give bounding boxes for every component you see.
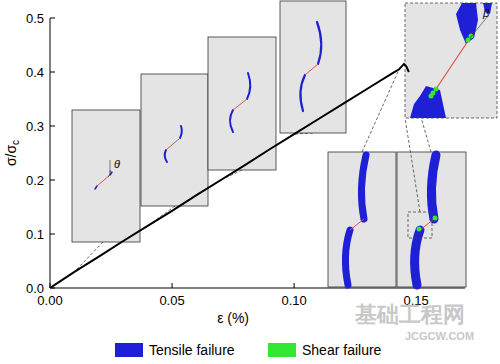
shear-crack (417, 227, 422, 232)
shear-crack (466, 38, 471, 43)
tensile-crack (165, 150, 167, 162)
zoom-connector (405, 118, 420, 212)
beta-label: β (482, 7, 490, 19)
stress-strain-line (50, 64, 409, 288)
legend-swatch (115, 343, 143, 357)
y-tick (50, 234, 55, 235)
y-axis (50, 18, 51, 288)
flaw (305, 64, 318, 75)
x-axis (50, 288, 465, 289)
theta-label: θ (114, 158, 120, 170)
chart: 0.000.050.100.150.00.10.20.30.40.5ε (%)σ… (0, 0, 500, 364)
y-tick (50, 72, 55, 73)
y-label-sub: c (10, 140, 21, 145)
tensile-crack (95, 186, 97, 189)
y-tick (50, 180, 55, 181)
tensile-crack (456, 3, 478, 44)
angle-ref (470, 16, 488, 38)
flaw (233, 99, 247, 110)
inset-frame (208, 37, 276, 170)
y-tick-label: 0.1 (26, 227, 44, 242)
inset-frame (280, 1, 346, 133)
tensile-crack (230, 110, 233, 132)
inset-frame (141, 74, 208, 206)
y-tick-label: 0.4 (26, 65, 44, 80)
inset-frame (72, 110, 140, 242)
shear-crack (429, 94, 434, 99)
watermark: 基础工程网 (354, 302, 465, 327)
flaw (166, 138, 180, 150)
y-tick (50, 18, 55, 19)
plot-area (50, 64, 409, 288)
legend-label: Tensile failure (149, 342, 235, 358)
tensile-crack (180, 126, 182, 138)
watermark: JCGCW.COM (405, 330, 474, 342)
legend-swatch (268, 343, 296, 357)
y-tick-label: 0.3 (26, 119, 44, 134)
y-tick-label: 0.5 (26, 11, 44, 26)
tensile-crack (345, 230, 350, 285)
y-tick-label: 0.0 (26, 281, 44, 296)
zoom-box (408, 212, 432, 238)
y-tick-label: 0.2 (26, 173, 44, 188)
tensile-crack (361, 155, 366, 219)
x-tick-label: 0.05 (159, 293, 184, 308)
x-tick-label: 0.10 (281, 293, 306, 308)
tensile-crack (431, 155, 436, 219)
y-axis-label: σ/σc (3, 140, 21, 166)
flaw (434, 38, 470, 92)
inset-frame (397, 152, 466, 287)
inset-frame (328, 152, 396, 287)
tensile-crack (317, 22, 321, 64)
tensile-crack (247, 73, 250, 99)
tensile-crack (300, 75, 305, 111)
flaw (350, 219, 364, 230)
x-tick (294, 283, 295, 288)
zoom-frame (405, 3, 497, 118)
shear-crack (433, 216, 438, 221)
legend-label: Shear failure (302, 342, 382, 358)
x-axis-label: ε (%) (217, 310, 249, 326)
angle-ref (110, 160, 111, 175)
x-tick (172, 283, 173, 288)
y-tick (50, 126, 55, 127)
y-label-main: σ/σ (3, 145, 19, 167)
shear-crack (434, 87, 439, 92)
tensile-crack (410, 86, 446, 118)
